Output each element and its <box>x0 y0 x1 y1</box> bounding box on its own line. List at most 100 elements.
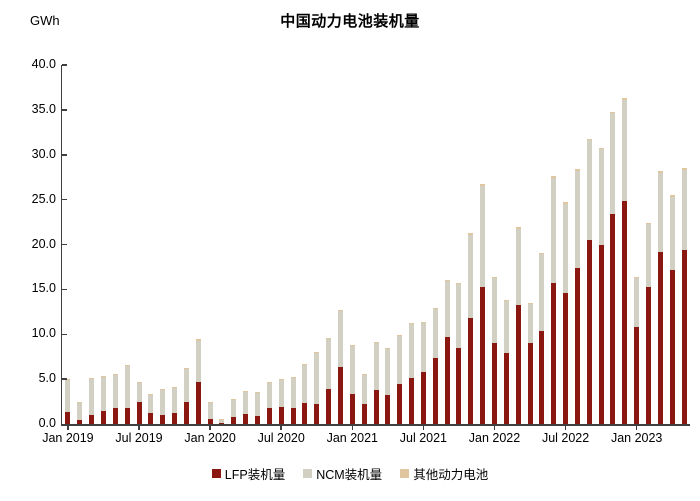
bar-segment <box>397 336 403 384</box>
bar-segment <box>397 335 403 337</box>
bar-segment <box>172 387 178 389</box>
bar-segment <box>646 222 652 224</box>
legend-item-ncm: NCM装机量 <box>303 464 382 483</box>
x-axis-tick-label: Jan 2019 <box>42 431 94 445</box>
bar-segment <box>278 407 284 424</box>
other-swatch-icon <box>400 469 410 478</box>
bar-segment <box>491 276 497 278</box>
bar-segment <box>160 415 166 424</box>
bar-segment <box>634 276 640 278</box>
bar-segment <box>432 308 438 310</box>
lfp-swatch-icon <box>211 469 221 478</box>
bar-segment <box>598 244 604 424</box>
bar-segment <box>112 375 118 408</box>
bar-segment <box>266 382 272 409</box>
bar-segment <box>195 381 201 424</box>
bar-segment <box>480 186 486 287</box>
bar-segment <box>468 318 474 424</box>
bar-segment <box>231 417 237 424</box>
y-axis-tick-label: 25.0 <box>31 191 56 206</box>
y-axis-tick-label: 40.0 <box>31 57 56 71</box>
bar-segment <box>112 407 118 424</box>
bar-segment <box>598 149 604 245</box>
x-axis-tick-label: Jul 2021 <box>399 431 448 445</box>
bar-segment <box>243 414 249 424</box>
bar-segment <box>563 204 569 293</box>
bar-segment <box>373 342 379 344</box>
bar-segment <box>669 195 675 197</box>
bar-segment <box>468 234 474 319</box>
x-axis-tick-label: Jan 2021 <box>326 431 379 445</box>
bar-segment <box>646 223 652 287</box>
bar-segment <box>657 251 663 424</box>
bar-segment <box>622 98 628 101</box>
bar-segment <box>551 178 557 284</box>
y-axis-tick <box>62 198 67 201</box>
y-axis-tick <box>62 109 67 111</box>
bar-segment <box>503 301 509 354</box>
bar-segment <box>515 229 521 305</box>
bar-segment <box>290 377 296 409</box>
bar-segment <box>100 376 106 411</box>
bar-segment <box>456 284 462 348</box>
bar-segment <box>65 411 71 424</box>
bar-segment <box>503 353 509 424</box>
bar-segment <box>255 392 260 416</box>
x-axis-tick <box>280 425 282 430</box>
bar-segment <box>77 419 83 424</box>
bar-segment <box>160 389 166 416</box>
bar-segment <box>243 391 249 415</box>
x-axis-tick <box>493 425 496 430</box>
bar-segment <box>326 339 332 390</box>
bar-segment <box>124 364 130 367</box>
x-axis-tick-label: Jan 2020 <box>184 431 236 445</box>
bar-segment <box>657 170 663 173</box>
bar-segment <box>551 176 557 179</box>
bar-segment <box>574 170 580 268</box>
x-axis-tick <box>564 425 567 430</box>
bar-segment <box>89 414 95 424</box>
legend-item-lfp: LFP装机量 <box>211 464 285 483</box>
bar-segment <box>480 184 486 187</box>
bar-segment <box>622 201 628 424</box>
bar-segment <box>598 147 604 150</box>
x-axis-tick <box>138 425 140 430</box>
bar-segment <box>456 283 462 284</box>
y-axis-tick <box>62 64 67 66</box>
bar-segment <box>586 240 592 424</box>
y-axis-tick <box>62 154 67 156</box>
bar-segment <box>183 368 189 370</box>
legend-item-other: 其他动力电池 <box>400 464 488 483</box>
bar-segment <box>314 404 320 424</box>
bar-segment <box>100 375 106 377</box>
bar-segment <box>337 366 343 424</box>
bar-segment <box>266 408 272 424</box>
bar-segment <box>77 402 83 420</box>
bar-segment <box>634 277 640 328</box>
bar-segment <box>586 140 592 241</box>
bar-segment <box>444 281 450 337</box>
bar-segment <box>432 309 438 359</box>
bar-segment <box>65 380 71 412</box>
bar-segment <box>669 269 675 424</box>
bar-segment <box>326 337 332 340</box>
bar-segment <box>207 402 213 419</box>
bar-segment <box>124 408 130 424</box>
bar-segment <box>195 338 201 341</box>
bar-segment <box>574 267 580 424</box>
y-axis-tick-label: 35.0 <box>31 101 56 116</box>
bar-segment <box>409 322 415 324</box>
plot-area: Jan 2019 Jul 2019 Jan 2020 Jul 2020 Jan 2021… <box>42 64 690 445</box>
legend: LFP装机量 NCM装机量 其他动力电池 <box>0 464 700 483</box>
bar-segment <box>527 302 533 304</box>
bar-segment <box>669 196 675 270</box>
y-axis-tick-label: 20.0 <box>31 236 56 251</box>
bar-segment <box>610 113 616 214</box>
bar-segment <box>219 422 225 424</box>
bar-segment <box>148 393 154 414</box>
bar-segment <box>681 170 687 250</box>
bar-segment <box>515 227 521 230</box>
bar-segment <box>385 347 391 349</box>
bar-segment <box>172 388 178 413</box>
bar-segment <box>65 379 71 381</box>
